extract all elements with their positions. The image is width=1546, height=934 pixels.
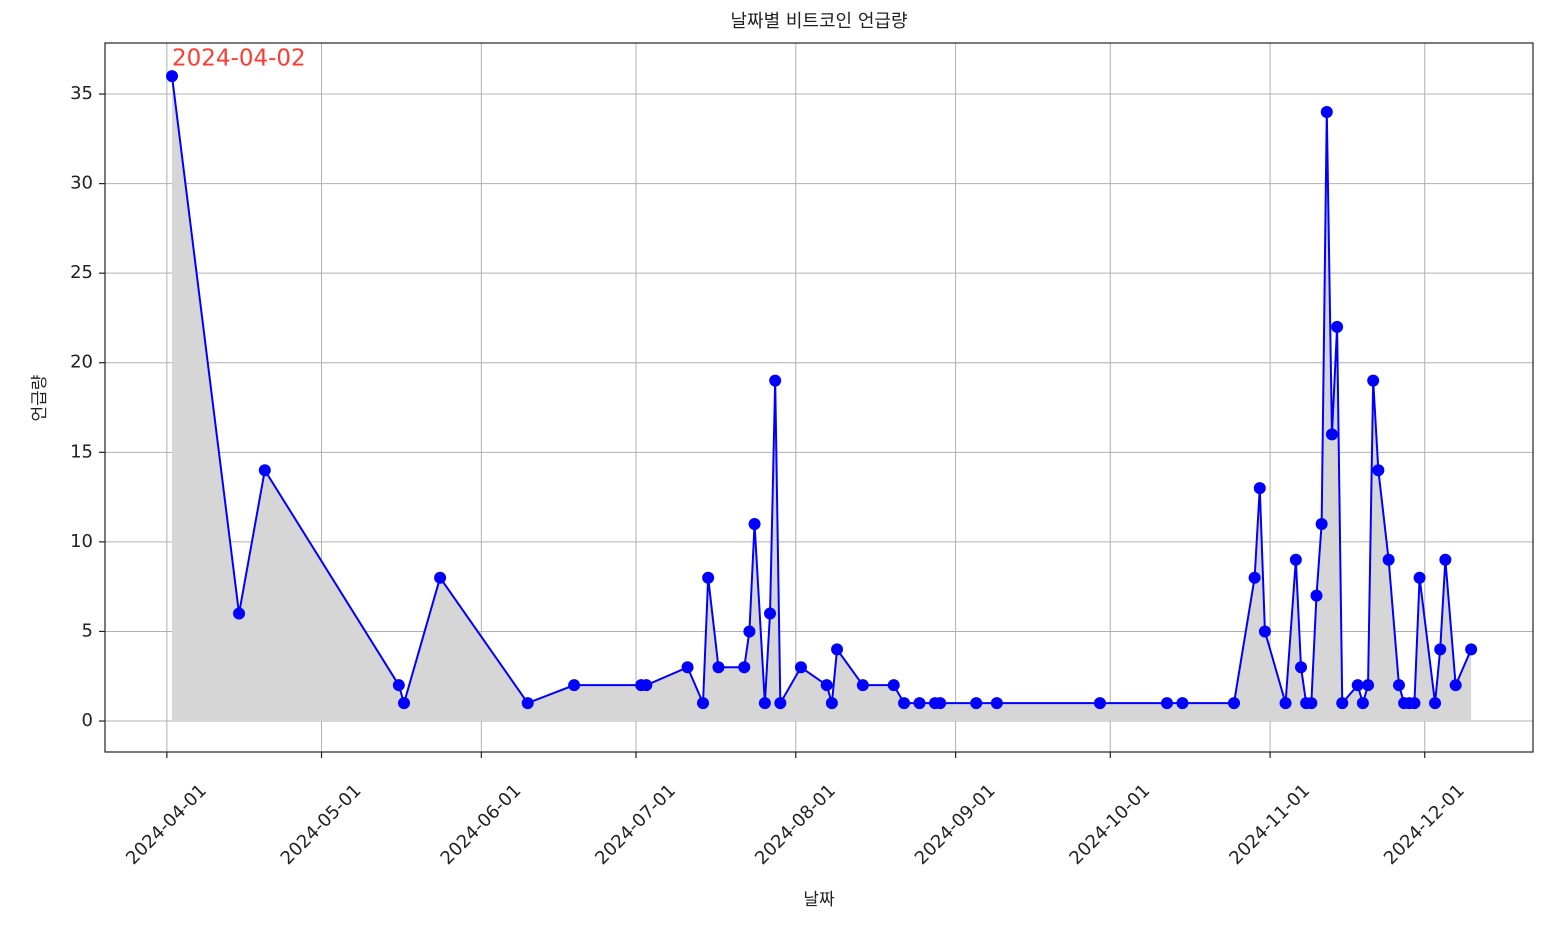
point xyxy=(1295,661,1308,674)
point xyxy=(738,661,751,674)
point xyxy=(1160,697,1173,710)
point xyxy=(697,697,710,710)
y-tick-label: 30 xyxy=(70,173,93,194)
point xyxy=(521,697,534,710)
point xyxy=(764,607,777,620)
point xyxy=(769,374,782,387)
point xyxy=(392,679,405,692)
point xyxy=(856,679,869,692)
point xyxy=(934,697,947,710)
y-tick-label: 0 xyxy=(82,710,93,731)
point xyxy=(1310,589,1323,602)
point xyxy=(1392,679,1405,692)
y-tick-label: 15 xyxy=(70,441,93,462)
annotation: 2024-04-02 xyxy=(172,46,306,72)
point xyxy=(1253,482,1266,495)
x-tick-label: 2024-05-01 xyxy=(277,780,366,869)
point xyxy=(568,679,581,692)
point xyxy=(1449,679,1462,692)
x-tick-label: 2024-11-01 xyxy=(1225,780,1314,869)
point xyxy=(1279,697,1292,710)
y-tick-label: 20 xyxy=(70,352,93,373)
point xyxy=(1382,553,1395,566)
point xyxy=(898,697,911,710)
chart-title: 날짜별 비트코인 언급량 xyxy=(730,11,907,32)
point xyxy=(794,661,807,674)
y-tick-label: 10 xyxy=(70,531,93,552)
y-tick-label: 35 xyxy=(70,83,93,104)
point xyxy=(681,661,694,674)
point xyxy=(166,70,179,83)
area xyxy=(172,76,1472,722)
x-tick-label: 2024-10-01 xyxy=(1066,780,1155,869)
point xyxy=(1176,697,1189,710)
point xyxy=(258,464,271,477)
point xyxy=(1372,464,1385,477)
point xyxy=(1351,679,1364,692)
point xyxy=(1465,643,1478,656)
point xyxy=(1434,643,1447,656)
point xyxy=(1248,571,1261,584)
x-axis-label: 날짜 xyxy=(803,890,835,910)
point xyxy=(887,679,900,692)
point xyxy=(1325,428,1338,441)
point xyxy=(712,661,725,674)
point xyxy=(743,625,756,638)
point xyxy=(702,571,715,584)
point xyxy=(1408,697,1421,710)
x-tick-label: 2024-04-01 xyxy=(122,780,211,869)
point xyxy=(825,697,838,710)
point xyxy=(434,571,447,584)
point xyxy=(1429,697,1442,710)
point xyxy=(1093,697,1106,710)
x-tick-label: 2024-12-01 xyxy=(1380,780,1469,869)
point xyxy=(831,643,844,656)
y-tick-label: 25 xyxy=(70,262,93,283)
point xyxy=(758,697,771,710)
point xyxy=(970,697,983,710)
point xyxy=(913,697,926,710)
x-tick-label: 2024-09-01 xyxy=(911,780,1000,869)
point xyxy=(1289,553,1302,566)
point xyxy=(398,697,411,710)
point xyxy=(1258,625,1271,638)
point xyxy=(1367,374,1380,387)
y-axis-label: 언급량 xyxy=(30,374,50,421)
point xyxy=(1336,697,1349,710)
line xyxy=(171,76,1473,707)
point xyxy=(1439,553,1452,566)
point xyxy=(1413,571,1426,584)
point xyxy=(1356,697,1369,710)
point xyxy=(820,679,833,692)
point xyxy=(1362,679,1375,692)
x-tick-label: 2024-07-01 xyxy=(591,780,680,869)
point xyxy=(1320,105,1333,118)
point xyxy=(233,607,246,620)
point xyxy=(1331,320,1344,333)
point xyxy=(1315,517,1328,530)
point xyxy=(774,697,787,710)
x-tick-label: 2024-08-01 xyxy=(751,780,840,869)
y-tick-label: 5 xyxy=(82,620,93,641)
point xyxy=(1227,697,1240,710)
point xyxy=(748,517,761,530)
point xyxy=(1305,697,1318,710)
point xyxy=(640,679,653,692)
x-tick-label: 2024-06-01 xyxy=(437,780,526,869)
point xyxy=(990,697,1003,710)
plot-frame xyxy=(104,42,1534,753)
